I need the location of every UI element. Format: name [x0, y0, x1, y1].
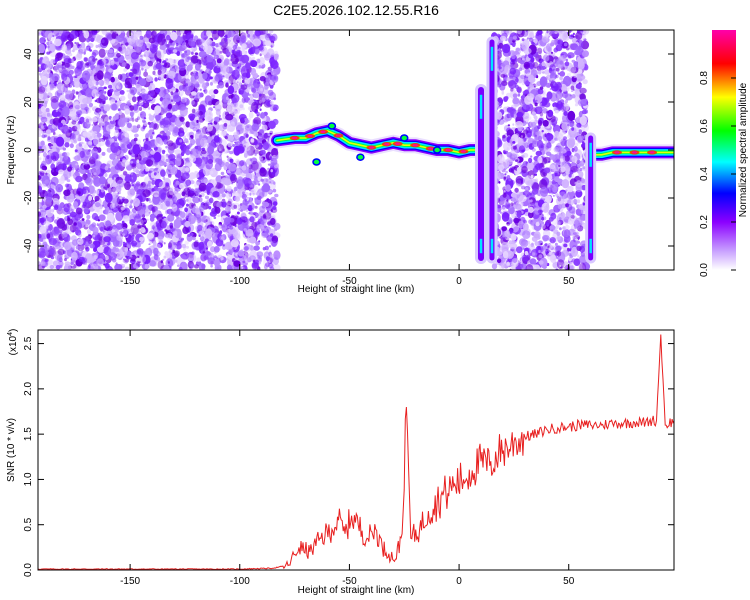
- snr-frame: [37, 329, 675, 571]
- bot-y-tick-label: 0.5: [23, 517, 34, 531]
- snr-y-ticks: 0.0 0.5 1.0 1.5 2.0 2.5: [23, 336, 674, 577]
- colorbar-ticks: 0.0 0.2 0.4 0.6 0.8: [699, 71, 736, 277]
- top-y-tick-label: -40: [23, 238, 34, 253]
- top-y-tick-label: 40: [23, 48, 34, 60]
- colorbar-label: Normalized spectral amplitude: [738, 82, 749, 217]
- top-x-tick-label: 50: [563, 276, 575, 287]
- spectrogram-content: [38, 30, 674, 270]
- spectrogram-x-ticks: -150 -100 -50 0 50: [120, 30, 575, 287]
- bot-y-tick-label: 1.0: [23, 472, 34, 486]
- top-x-tick-label: -50: [342, 276, 357, 287]
- bot-y-tick-label: 0.0: [23, 563, 34, 577]
- colorbar-tick-label: 0.4: [699, 167, 710, 181]
- colorbar-gradient: [712, 30, 736, 270]
- spectrogram-y-ticks: -40 -20 0 20 40: [23, 48, 674, 253]
- colorbar-tick-label: 0.8: [699, 71, 710, 85]
- top-y-tick-label: 0: [23, 147, 34, 153]
- bot-x-tick-label: 50: [563, 576, 575, 587]
- spectrogram-panel: -150 -100 -50 0 50 -40 -20 0 20 40 Height of str…: [6, 29, 675, 295]
- noise-speckle: [38, 30, 591, 270]
- chart-title: C2E5.2026.102.12.55.R16: [273, 2, 439, 18]
- top-x-tick-label: -100: [230, 276, 250, 287]
- bot-x-tick-label: 0: [456, 576, 462, 587]
- top-y-tick-label: -20: [23, 190, 34, 205]
- ridge-hotspots: [289, 122, 658, 166]
- top-x-tick-label: -150: [120, 276, 140, 287]
- snr-panel: -150 -100 -50 0 50 0.0 0.5 1.0 1.5 2.0 2.5 Height…: [6, 329, 675, 596]
- snr-y-multiplier: (x104): [7, 329, 19, 356]
- snr-x-label: Height of straight line (km): [298, 585, 415, 596]
- snr-series-line: [38, 334, 674, 570]
- bot-y-tick-label: 2.0: [23, 381, 34, 395]
- bot-x-tick-label: -50: [342, 576, 357, 587]
- bot-y-tick-label: 1.5: [23, 427, 34, 441]
- bot-x-tick-label: -150: [120, 576, 140, 587]
- colorbar-tick-label: 0.2: [699, 215, 710, 229]
- top-x-tick-label: 0: [456, 276, 462, 287]
- colorbar-tick-label: 0.6: [699, 119, 710, 133]
- spectrogram-y-label: Frequency (Hz): [6, 116, 17, 185]
- snr-x-ticks: -150 -100 -50 0 50: [120, 330, 575, 587]
- spectrogram-x-label: Height of straight line (km): [298, 284, 415, 295]
- snr-y-label: SNR (10 * v/v): [6, 418, 17, 482]
- colorbar: 0.0 0.2 0.4 0.6 0.8 Normalized spectral ampl…: [699, 30, 749, 277]
- top-y-tick-label: 20: [23, 96, 34, 108]
- bot-y-tick-label: 2.5: [23, 336, 34, 350]
- colorbar-tick-label: 0.0: [699, 263, 710, 277]
- bot-x-tick-label: -100: [230, 576, 250, 587]
- vertical-spikes: [475, 36, 597, 264]
